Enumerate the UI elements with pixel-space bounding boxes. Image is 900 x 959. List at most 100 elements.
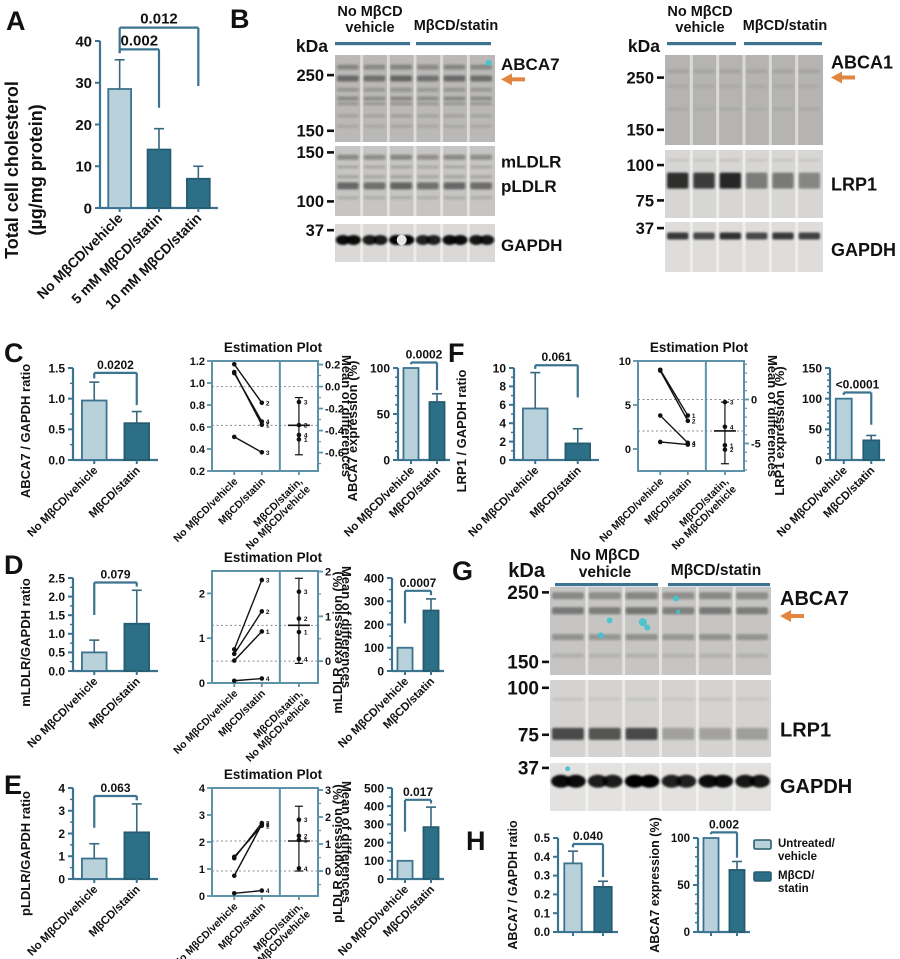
svg-text:0.8: 0.8 [190, 400, 205, 412]
panel-g-western-blot: kDa No MβCD vehicle MβCD/statin 250 150 ABCA7 1… [440, 520, 900, 825]
panel-label-g: G [452, 556, 474, 586]
svg-text:ABCA7 expression (%): ABCA7 expression (%) [648, 817, 662, 952]
svg-text:8: 8 [499, 380, 506, 394]
svg-text:0.2: 0.2 [190, 466, 205, 478]
svg-text:100: 100 [296, 193, 324, 211]
bar [123, 422, 150, 461]
bar [81, 857, 108, 880]
svg-text:1: 1 [325, 611, 331, 623]
svg-text:-0.2: -0.2 [325, 404, 344, 416]
svg-text:0.1: 0.1 [534, 908, 551, 920]
svg-text:vehicle: vehicle [345, 20, 394, 36]
svg-text:0.0202: 0.0202 [97, 358, 134, 372]
legend: Untreated/vehicle MβCD/statin [753, 838, 836, 895]
svg-text:100: 100 [364, 641, 384, 655]
svg-text:4: 4 [692, 440, 696, 447]
svg-text:Estimation Plot: Estimation Plot [224, 340, 323, 355]
bar [402, 367, 420, 461]
svg-text:300: 300 [364, 818, 384, 832]
svg-text:Mean of differences: Mean of differences [339, 355, 354, 477]
svg-text:250: 250 [296, 67, 324, 85]
svg-text:-5: -5 [751, 439, 761, 451]
svg-text:2: 2 [58, 827, 65, 841]
svg-text:Mean of differences: Mean of differences [339, 566, 354, 688]
svg-text:0.6: 0.6 [190, 422, 205, 434]
svg-text:0.061: 0.061 [541, 350, 571, 364]
svg-text:Total cell cholesterol: Total cell cholesterol [2, 81, 22, 259]
svg-text:0.4: 0.4 [190, 444, 206, 456]
svg-text:No MβCD/vehicle: No MβCD/vehicle [25, 884, 100, 959]
svg-text:10: 10 [619, 356, 631, 368]
svg-text:3: 3 [266, 577, 270, 584]
svg-text:2.5: 2.5 [48, 571, 65, 585]
svg-text:LRP1: LRP1 [780, 719, 831, 741]
svg-text:0.2: 0.2 [534, 890, 550, 902]
svg-text:ABCA7 / GAPDH ratio: ABCA7 / GAPDH ratio [506, 820, 520, 950]
svg-text:0: 0 [84, 200, 92, 217]
svg-text:0: 0 [58, 872, 65, 886]
svg-text:MβCD/: MβCD/ [778, 870, 815, 882]
svg-text:4: 4 [266, 676, 270, 683]
svg-text:ABCA7: ABCA7 [780, 588, 849, 610]
svg-text:No MβCD/vehicle: No MβCD/vehicle [25, 465, 100, 540]
svg-text:1.0: 1.0 [48, 627, 65, 641]
panel-d-ratio-bar-chart: 0.0 0.5 1.0 1.5 2.0 2.5 mLDLR/GAPDH ratio No Mβ… [18, 548, 168, 751]
bar [107, 88, 132, 209]
panel-h-expression-bar-chart: 0 50 100 ABCA7 expression (%) 0.002 [648, 812, 766, 959]
svg-text:37: 37 [306, 222, 324, 240]
svg-text:MβCD/statin: MβCD/statin [743, 18, 828, 34]
svg-text:1: 1 [304, 630, 308, 637]
panel-label-c: C [4, 338, 24, 368]
svg-text:200: 200 [364, 618, 384, 632]
panel-label-b: B [230, 4, 250, 34]
panel-c-estimation-plot: Estimation Plot 0.2 0.4 0.6 0.8 1.0 1.2 1 2 3 4 1 2 3… [171, 335, 354, 553]
svg-text:4: 4 [304, 656, 308, 663]
svg-text:5: 5 [625, 400, 631, 412]
svg-text:4: 4 [266, 888, 270, 895]
D_est-chart: Estimation Plot 0 1 2 1 2 3 4 1 2 3 4 0 1 2 Mean of dif… [171, 550, 354, 765]
svg-text:2: 2 [730, 447, 734, 454]
svg-text:1.0: 1.0 [190, 378, 205, 390]
svg-text:4: 4 [304, 432, 308, 439]
svg-text:GAPDH: GAPDH [831, 240, 896, 260]
svg-text:3: 3 [199, 810, 205, 822]
svg-text:200: 200 [364, 836, 384, 850]
svg-text:4: 4 [199, 783, 206, 795]
svg-text:-0.4: -0.4 [325, 426, 345, 438]
svg-text:300: 300 [364, 595, 384, 609]
svg-text:0: 0 [377, 664, 384, 678]
bar [522, 407, 549, 461]
panel-c-ratio-bar-chart: 0.0 0.5 1.0 1.5 ABCA7 / GAPDH ratio No MβCD/v… [18, 338, 168, 540]
svg-text:1: 1 [304, 437, 308, 444]
svg-text:0: 0 [383, 453, 390, 467]
svg-text:3: 3 [304, 817, 308, 824]
svg-text:mLDLR: mLDLR [501, 153, 561, 172]
svg-text:3: 3 [692, 442, 696, 449]
svg-text:1.2: 1.2 [190, 356, 205, 368]
svg-text:0.040: 0.040 [573, 829, 603, 843]
svg-text:0: 0 [199, 678, 205, 690]
svg-text:pLDLR/GAPDH ratio: pLDLR/GAPDH ratio [18, 791, 33, 916]
svg-text:ABCA7: ABCA7 [501, 55, 560, 74]
bar [81, 399, 108, 461]
svg-text:2: 2 [304, 423, 308, 430]
panel-e-expression-bar-chart: 0 100 200 300 400 500 pLDLR expression (%) No M… [330, 768, 456, 959]
svg-text:1: 1 [266, 823, 270, 830]
bar [123, 831, 150, 880]
svg-text:0.4: 0.4 [534, 852, 551, 864]
panel-label-e: E [4, 770, 23, 800]
svg-text:150: 150 [296, 144, 324, 162]
svg-text:No MβCD: No MβCD [570, 547, 640, 564]
svg-text:Estimation Plot: Estimation Plot [650, 340, 749, 355]
H_expr-chart: 0 50 100 ABCA7 expression (%) 0.002 [648, 817, 750, 953]
